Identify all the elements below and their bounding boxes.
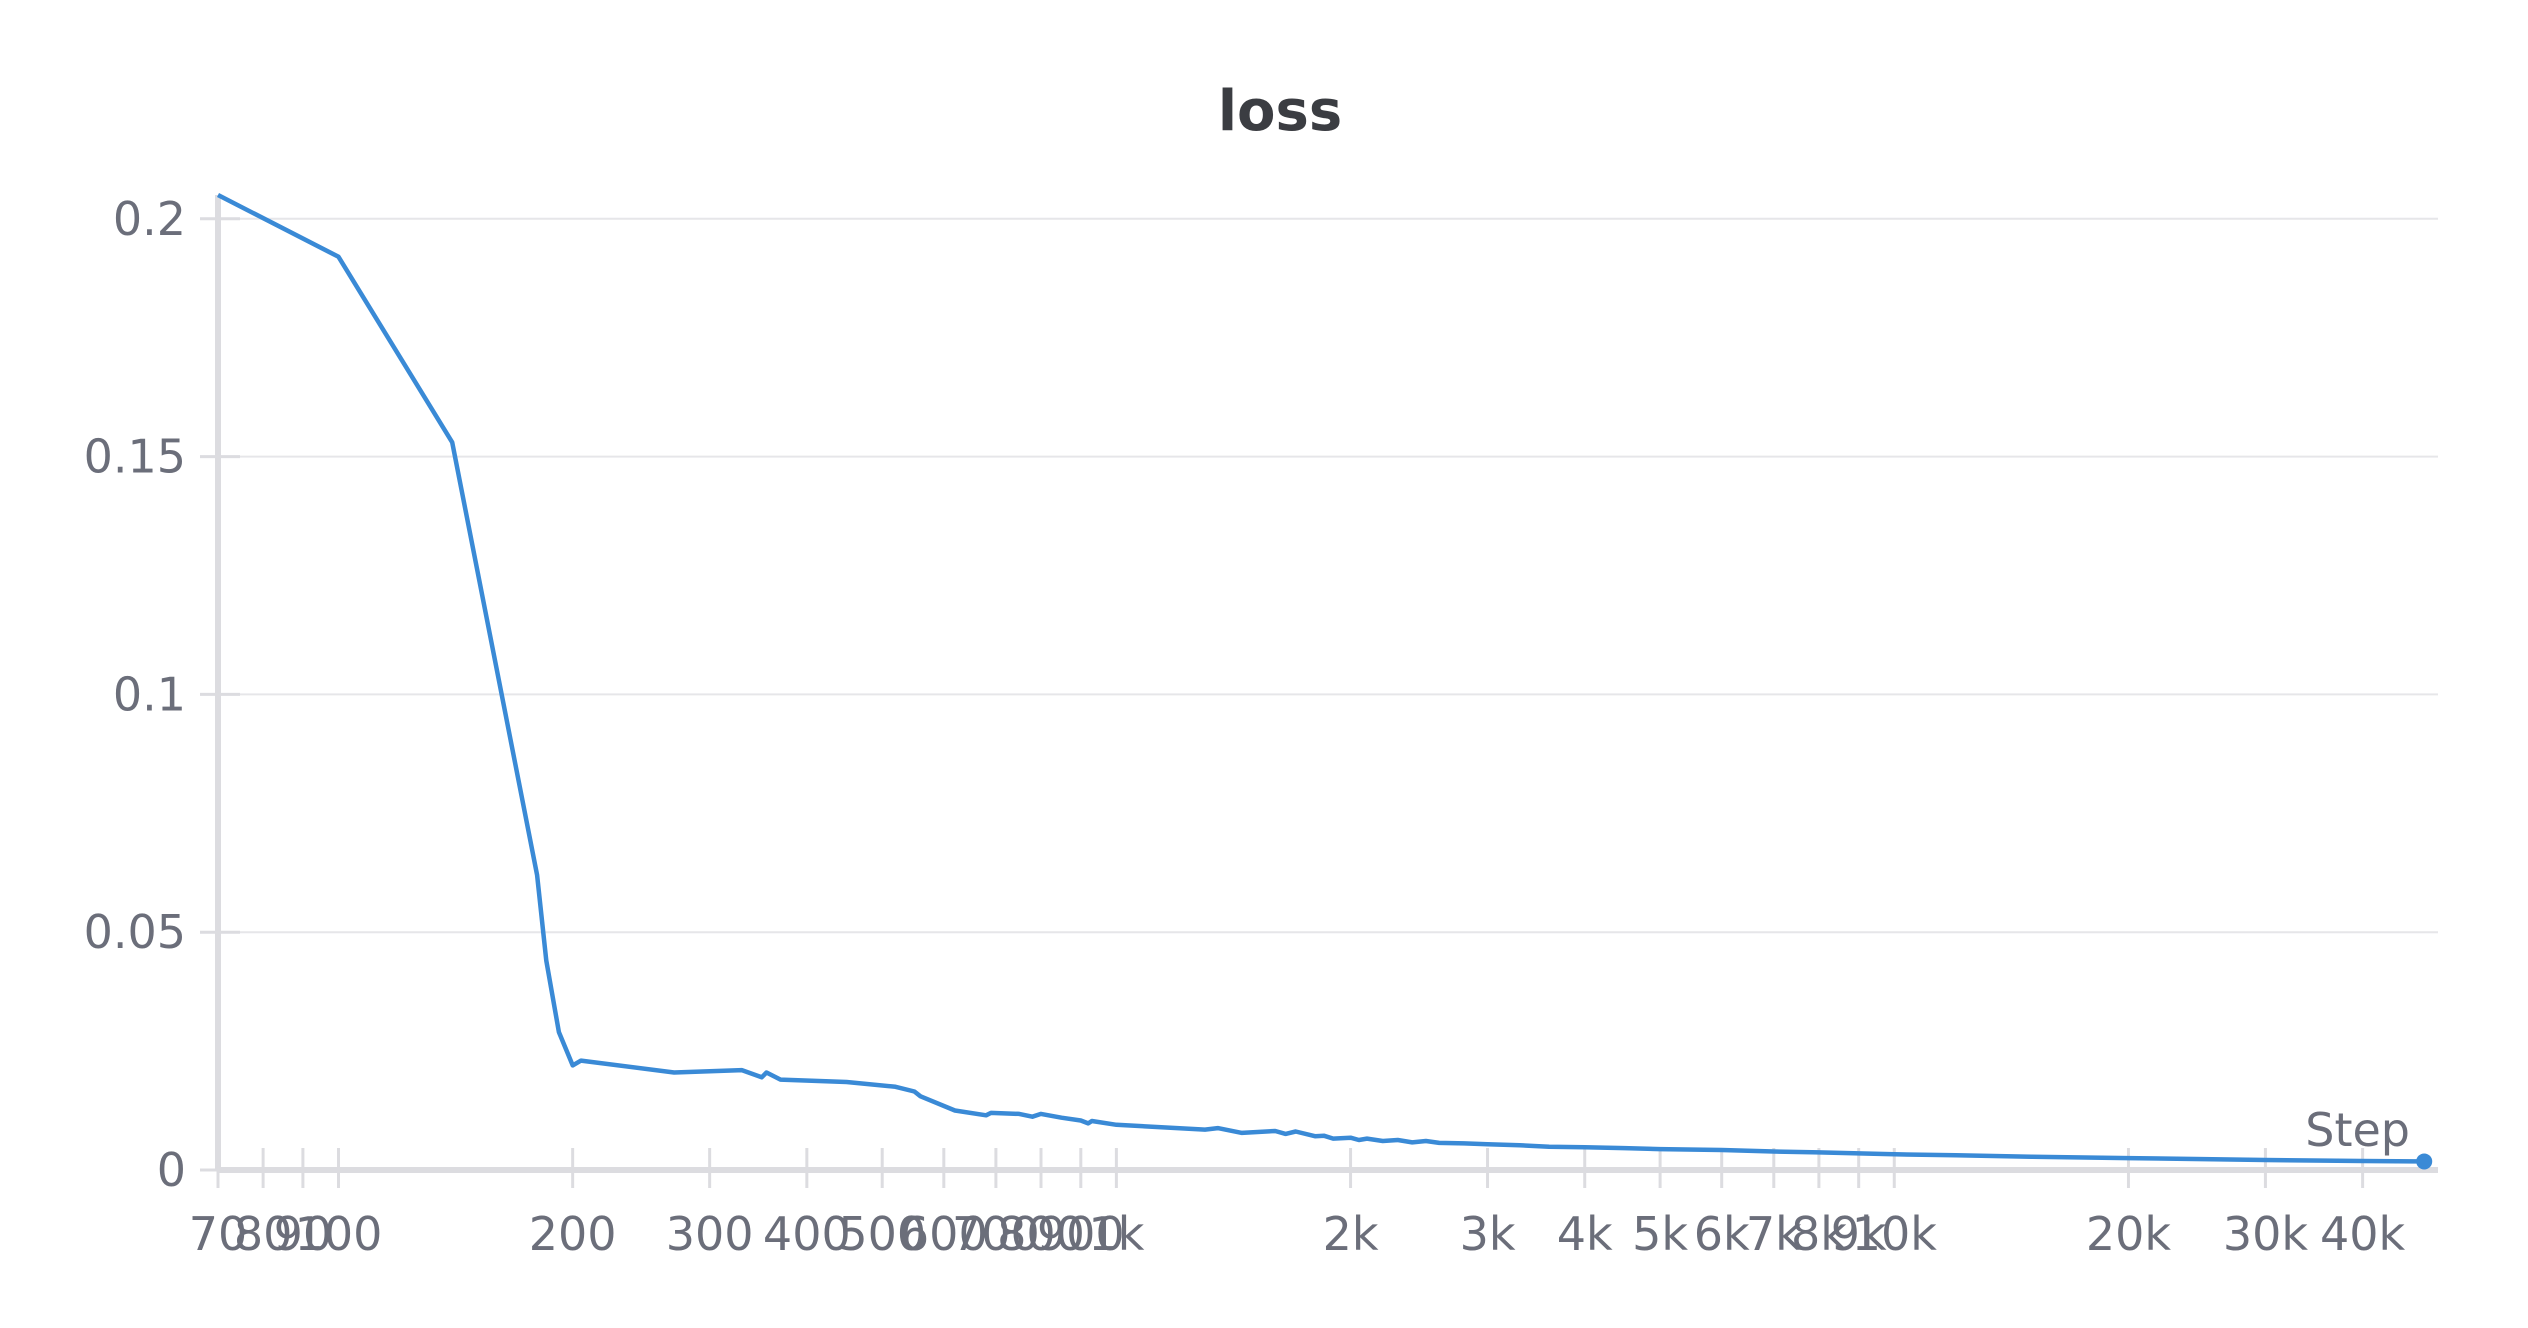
- x-axis-label: Step: [2305, 1103, 2410, 1157]
- x-tick-label: 900: [1037, 1207, 1125, 1261]
- series-lines: [216, 192, 2433, 1170]
- x-tick-label: 200: [529, 1207, 617, 1261]
- y-tick-label: 0.05: [84, 905, 186, 959]
- y-tick-label: 0.1: [113, 667, 186, 721]
- x-tick-label: 40k: [2320, 1207, 2406, 1261]
- x-tick-label: 500: [838, 1207, 926, 1261]
- y-tick-label: 0.2: [113, 192, 186, 246]
- x-tick-label: 3k: [1460, 1207, 1516, 1261]
- x-tick-label: 70: [189, 1207, 248, 1261]
- chart-title: loss: [1218, 79, 1342, 144]
- x-tick-label: 80: [234, 1207, 293, 1261]
- x-tick-label: 90: [274, 1207, 333, 1261]
- series-line: [216, 192, 2425, 1164]
- x-tick-label: 700: [952, 1207, 1040, 1261]
- x-tick-label: 5k: [1632, 1207, 1688, 1261]
- x-tick-label: 30k: [2223, 1207, 2309, 1261]
- x-tick-label: 1k: [1088, 1207, 1144, 1261]
- x-tick-label: 9k: [1831, 1207, 1887, 1261]
- y-tick-labels: 0 0.05 0.1 0.15 0.2: [84, 192, 240, 1197]
- gridlines: [218, 217, 2438, 934]
- x-tick-label: 2k: [1323, 1207, 1379, 1261]
- x-tick-label: 4k: [1557, 1207, 1613, 1261]
- y-tick-label: 0: [157, 1143, 186, 1197]
- x-tick-label: 7k: [1746, 1207, 1802, 1261]
- x-tick-label: 600: [900, 1207, 988, 1261]
- x-tick-label: 8k: [1791, 1207, 1847, 1261]
- series-end-point: [2416, 1153, 2433, 1170]
- x-tick-label: 300: [666, 1207, 754, 1261]
- x-tick-label: 800: [997, 1207, 1085, 1261]
- x-tick-label: 400: [763, 1207, 851, 1261]
- x-tick-label: 10k: [1852, 1207, 1938, 1261]
- x-tick-label: 20k: [2086, 1207, 2172, 1261]
- x-tick-label: 6k: [1694, 1207, 1750, 1261]
- y-tick-label: 0.15: [84, 430, 186, 484]
- x-tick-label: 100: [295, 1207, 383, 1261]
